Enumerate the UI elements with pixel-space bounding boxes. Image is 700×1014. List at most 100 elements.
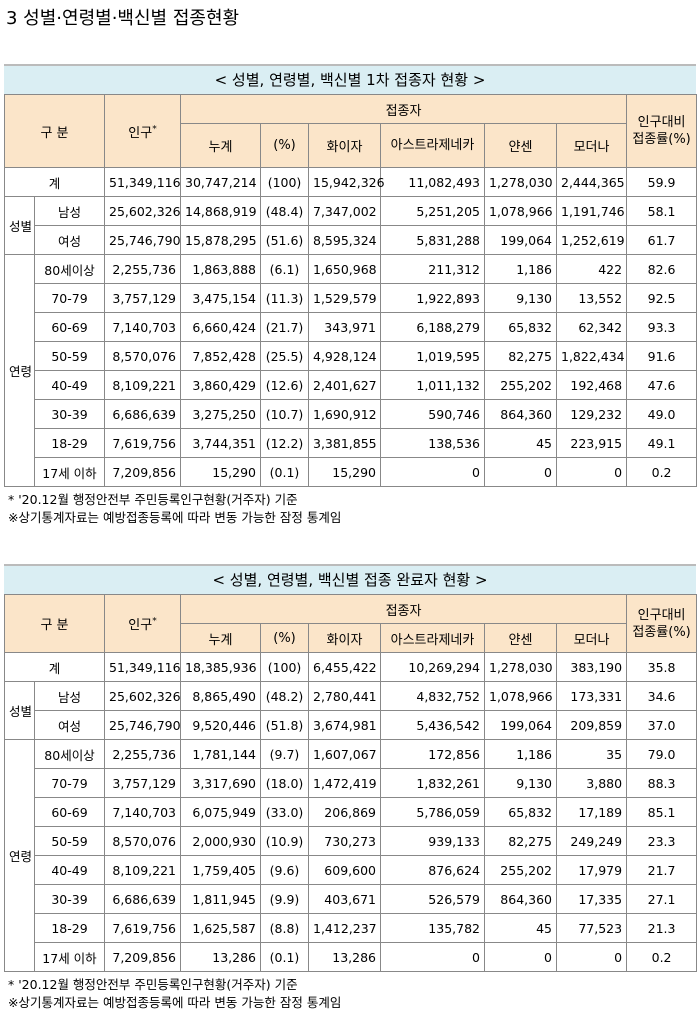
cell-az: 5,436,542 [380,710,485,740]
table-row: 60-69 7,140,703 6,660,424 (21.7) 343,971 6,18… [5,312,698,342]
cell-janssen: 9,130 [484,768,557,798]
cell-az: 876,624 [380,855,485,885]
cell-rate: 35.8 [626,652,698,682]
cell-janssen: 45 [484,913,557,943]
cell-az: 1,832,261 [380,768,485,798]
cell-population: 2,255,736 [104,254,181,284]
header-population-label: 인구 [128,618,153,633]
cell-total: 6,075,949 [180,797,261,827]
cell-total: 3,744,351 [180,428,261,458]
cell-population: 25,746,790 [104,710,181,740]
cell-population: 7,619,756 [104,428,181,458]
cell-population: 25,602,326 [104,681,181,711]
cell-moderna: 2,444,365 [555,167,628,197]
cell-pfizer: 1,412,237 [308,913,381,943]
row-label: 30-39 [34,884,105,914]
vaccination-table: 구 분 인구* 접종자 인구대비 접종률(%) 누계 (%) 화이자 아스트라제네카 얀센 모더나… [4,594,698,972]
cell-rate: 79.0 [626,739,698,769]
cell-population: 25,602,326 [104,196,181,226]
footnote-provisional: ※상기통계자료는 예방접종등록에 따라 변동 가능한 잠정 통계임 [8,510,342,525]
row-label: 80세이상 [34,739,105,769]
table-caption: < 성별, 연령별, 백신별 접종 완료자 현황 > [4,564,696,594]
cell-rate: 21.3 [626,913,698,943]
header-population: 인구* [104,94,181,168]
cell-janssen: 199,064 [484,710,557,740]
header-population-label: 인구 [128,125,153,141]
cell-az: 939,133 [380,826,485,856]
row-label: 70-79 [34,768,105,798]
cell-population: 3,757,129 [104,768,181,798]
table-row: 18-29 7,619,756 1,625,587 (8.8) 1,412,237 135… [5,913,698,943]
row-label: 40-49 [34,855,105,885]
cell-moderna: 223,915 [555,428,628,458]
cell-az: 5,831,288 [380,225,485,255]
cell-percent: (48.2) [260,681,309,711]
cell-rate: 92.5 [626,283,698,313]
cell-janssen: 1,278,030 [484,167,557,197]
cell-janssen: 65,832 [484,797,557,827]
cell-population: 8,109,221 [104,370,181,400]
header-janssen: 얀센 [484,623,557,653]
cell-population: 7,209,856 [104,942,181,972]
table-row: 여성 25,746,790 15,878,295 (51.6) 8,595,324 5,8… [5,225,698,255]
header-moderna: 모더나 [555,123,628,168]
cell-az: 5,251,205 [380,196,485,226]
cell-rate: 61.7 [626,225,698,255]
cell-janssen: 82,275 [484,826,557,856]
cell-moderna: 249,249 [555,826,628,856]
cell-moderna: 129,232 [555,399,628,429]
table-row: 30-39 6,686,639 1,811,945 (9.9) 403,671 526,5… [5,884,698,914]
table-row: 성별 남성 25,602,326 14,868,919 (48.4) 7,347,002 5… [4,196,698,255]
row-label: 18-29 [34,913,105,943]
cell-population: 7,140,703 [104,312,181,342]
table-row: 연령 80세이상 2,255,736 1,863,888 (6.1) 1,650,968 2… [4,254,698,487]
cell-rate: 0.2 [626,942,698,972]
cell-az: 138,536 [380,428,485,458]
cell-janssen: 1,278,030 [484,652,557,682]
cell-pfizer: 13,286 [308,942,381,972]
cell-total: 13,286 [180,942,261,972]
cell-rate: 49.1 [626,428,698,458]
cell-rate: 82.6 [626,254,698,284]
cell-percent: (100) [260,167,309,197]
row-label: 50-59 [34,826,105,856]
cell-janssen: 1,078,966 [484,196,557,226]
cell-population: 7,140,703 [104,797,181,827]
table-row: 연령 80세이상 2,255,736 1,781,144 (9.7) 1,607,067 1… [4,739,698,972]
cell-janssen: 0 [484,942,557,972]
cell-total: 1,863,888 [180,254,261,284]
header-category: 구 분 [4,94,105,168]
table-row: 17세 이하 7,209,856 15,290 (0.1) 15,290 0 0 0 0.2 [5,457,698,487]
cell-janssen: 65,832 [484,312,557,342]
cell-az: 1,011,132 [380,370,485,400]
cell-pfizer: 1,650,968 [308,254,381,284]
table-row: 50-59 8,570,076 2,000,930 (10.9) 730,273 939,… [5,826,698,856]
header-pfizer: 화이자 [308,623,381,653]
header-population: 인구* [104,594,181,653]
cell-janssen: 199,064 [484,225,557,255]
row-label: 남성 [34,196,105,226]
cell-moderna: 383,190 [555,652,628,682]
header-rate: 인구대비 접종률(%) [626,594,698,653]
cell-percent: (33.0) [260,797,309,827]
cell-total: 15,290 [180,457,261,487]
table-row: 성별 남성 25,602,326 8,865,490 (48.2) 2,780,441 4,… [4,681,698,740]
row-label: 18-29 [34,428,105,458]
cell-rate: 47.6 [626,370,698,400]
cell-population: 8,109,221 [104,855,181,885]
cell-az: 4,832,752 [380,681,485,711]
cell-population: 7,619,756 [104,913,181,943]
table-row: 40-49 8,109,221 1,759,405 (9.6) 609,600 876,6… [5,855,698,885]
vaccination-table: 구 분 인구* 접종자 인구대비 접종률(%) 누계 (%) 화이자 아스트라제네카 얀센 모더나… [4,94,698,487]
cell-az: 1,922,893 [380,283,485,313]
header-total: 누계 [180,623,261,653]
cell-pfizer: 609,600 [308,855,381,885]
cell-pfizer: 4,928,124 [308,341,381,371]
cell-percent: (12.6) [260,370,309,400]
row-label: 30-39 [34,399,105,429]
cell-pfizer: 7,347,002 [308,196,381,226]
group-label-gender: 성별 [4,681,35,740]
cell-pfizer: 3,381,855 [308,428,381,458]
cell-percent: (51.6) [260,225,309,255]
header-population-mark: * [152,124,157,135]
